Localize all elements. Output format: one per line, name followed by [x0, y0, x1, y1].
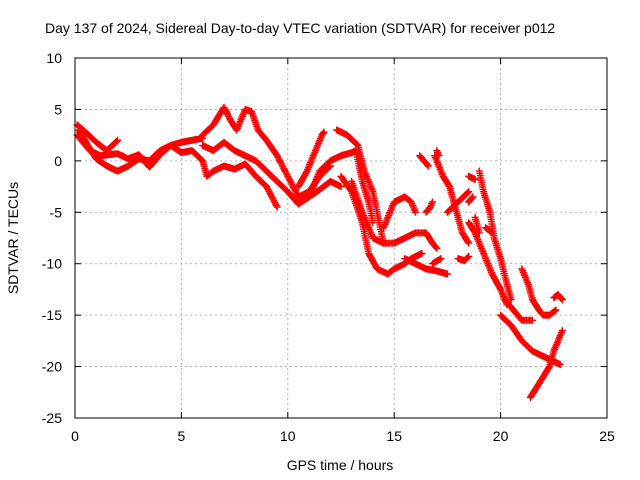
- series-markers: [465, 219, 511, 309]
- data-series: [465, 219, 511, 309]
- series-markers: [73, 121, 122, 155]
- series-markers: [482, 224, 496, 237]
- series-markers: [550, 291, 566, 304]
- grid: [75, 58, 607, 418]
- x-axis-label: GPS time / hours: [287, 457, 394, 473]
- y-tick-label: -20: [42, 359, 62, 375]
- series-markers: [431, 152, 473, 247]
- x-tick-label: 15: [386, 428, 402, 444]
- data-series: [294, 128, 328, 191]
- series-markers: [526, 327, 566, 401]
- series-markers: [348, 177, 441, 252]
- data-series: [443, 188, 473, 216]
- series-markers: [429, 255, 445, 268]
- data-series: [73, 131, 281, 211]
- data-series: [482, 224, 496, 237]
- data-series: [526, 327, 566, 401]
- data-series: [431, 152, 473, 247]
- data-series: [471, 213, 483, 237]
- chart-title: Day 137 of 2024, Sidereal Day-to-day VTE…: [45, 20, 555, 36]
- x-tick-label: 10: [280, 428, 296, 444]
- data-series: [348, 177, 441, 252]
- y-tick-label: 0: [54, 153, 62, 169]
- x-tick-label: 20: [493, 428, 509, 444]
- x-tick-label: 25: [599, 428, 615, 444]
- data-series: [465, 193, 477, 206]
- y-axis-label: SDTVAR / TECUs: [5, 182, 21, 294]
- series-markers: [433, 147, 443, 160]
- data-series: [454, 253, 473, 265]
- data-series: [416, 152, 432, 170]
- series-markers: [443, 188, 473, 216]
- series-markers: [518, 265, 560, 319]
- data-series: [550, 291, 566, 304]
- series-markers: [416, 152, 432, 170]
- y-tick-label: -25: [42, 410, 62, 426]
- series-markers: [465, 172, 479, 183]
- y-tick-label: -10: [42, 256, 62, 272]
- series-markers: [422, 198, 436, 216]
- series-markers: [73, 131, 281, 211]
- series-markers: [401, 255, 451, 278]
- y-tick-label: -5: [50, 204, 63, 220]
- y-tick-label: -15: [42, 307, 62, 323]
- series-markers: [305, 147, 377, 227]
- data-series: [380, 193, 419, 232]
- data-series: [305, 147, 377, 227]
- y-tick-label: 10: [46, 50, 62, 66]
- y-tick-label: 5: [54, 101, 62, 117]
- data-series: [465, 172, 479, 183]
- series-markers: [380, 193, 419, 232]
- series-markers: [501, 296, 536, 324]
- axis-ticks: 0 5 10 15 20 25 10 5 0 -5 -10 -15 -20 -25: [42, 50, 615, 444]
- data-series: [73, 121, 122, 155]
- series-markers: [454, 253, 473, 265]
- data-series: [518, 265, 560, 319]
- x-tick-label: 0: [71, 428, 79, 444]
- series-markers: [465, 193, 477, 206]
- x-tick-label: 5: [178, 428, 186, 444]
- plot-area: [73, 103, 566, 401]
- data-series: [429, 255, 445, 268]
- series-markers: [471, 213, 483, 237]
- data-series: [422, 198, 436, 216]
- data-series: [401, 255, 451, 278]
- series-markers: [294, 128, 328, 191]
- plot-frame: [74, 57, 608, 419]
- data-series: [501, 296, 536, 324]
- data-series: [433, 147, 443, 160]
